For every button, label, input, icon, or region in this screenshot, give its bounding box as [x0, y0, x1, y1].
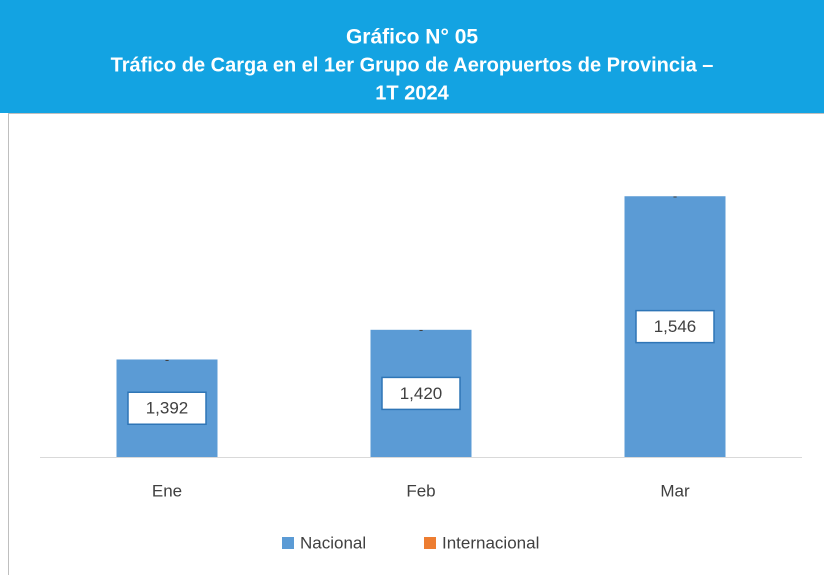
legend-label: Nacional [300, 533, 366, 552]
legend-label: Internacional [442, 533, 539, 552]
chart-title: Tráfico de Carga en el 1er Grupo de Aero… [111, 54, 714, 76]
value-label: - [673, 189, 677, 204]
x-tick-label: Mar [660, 481, 690, 500]
value-label: - [165, 352, 169, 367]
legend-swatch [424, 537, 436, 549]
chart-title: 1T 2024 [375, 82, 449, 104]
value-label: - [419, 322, 423, 337]
legend-swatch [282, 537, 294, 549]
x-tick-label: Feb [406, 481, 435, 500]
value-label-box [127, 391, 207, 425]
header-band [0, 0, 824, 113]
value-label-box [381, 376, 461, 411]
value-label: 1,420 [400, 384, 443, 403]
x-tick-label: Ene [152, 481, 182, 500]
value-label: 1,546 [654, 317, 697, 336]
chart-title: Gráfico N° 05 [346, 26, 478, 49]
value-label-box [635, 309, 715, 344]
value-label: 1,392 [146, 399, 189, 418]
